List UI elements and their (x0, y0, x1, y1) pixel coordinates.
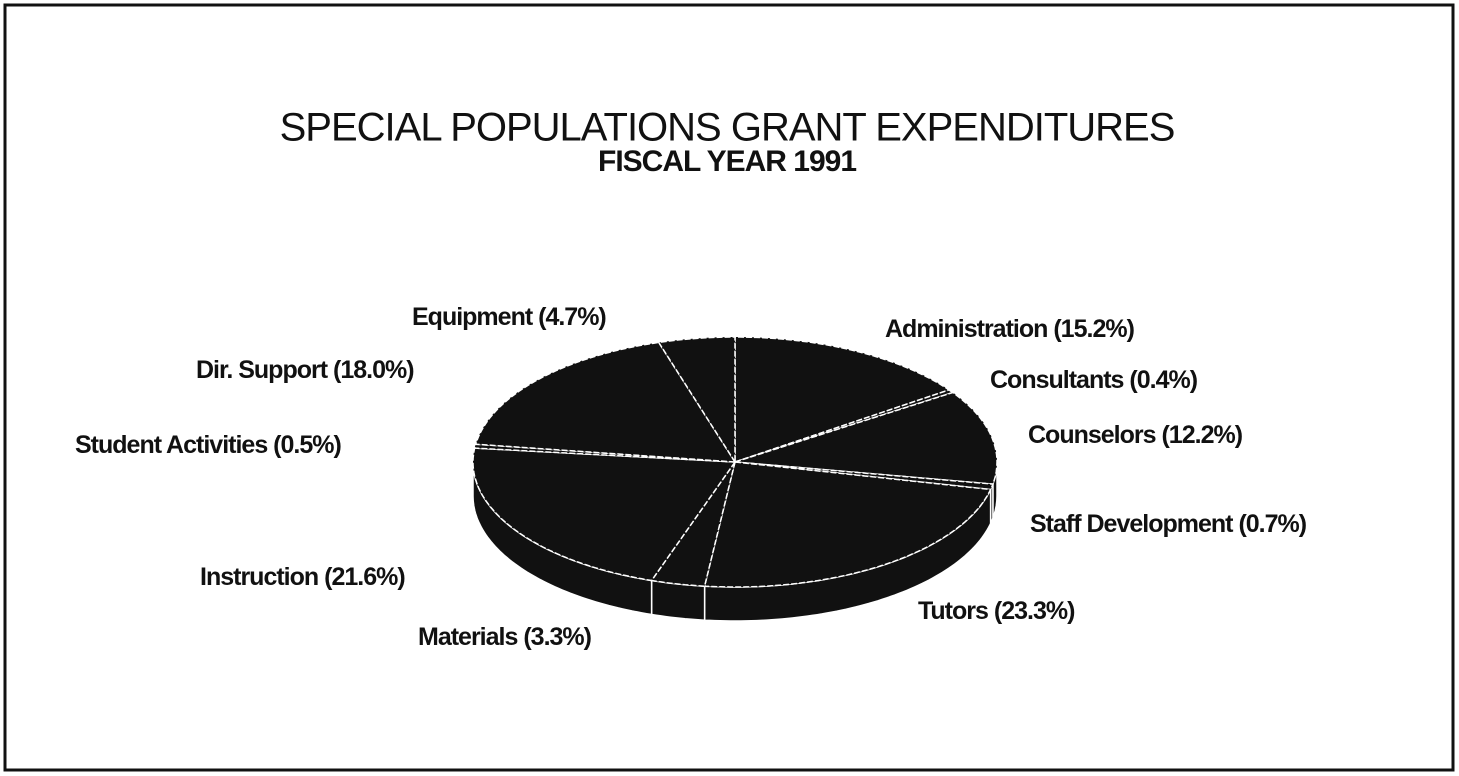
slice-category: Consultants (990, 366, 1124, 394)
slice-value-label: (21.6%) (324, 563, 405, 591)
slice-value-label: (4.7%) (538, 303, 606, 331)
pie-slice (472, 447, 737, 582)
slice-value-label: (15.2%) (1053, 315, 1134, 343)
pie-slice (657, 336, 736, 465)
slice-category: Staff Development (1030, 510, 1234, 538)
chart-title: SPECIAL POPULATIONS GRANT EXPENDITURES (280, 106, 1175, 150)
slice-label: Staff Development (0.7%) (1030, 510, 1307, 538)
pie-slice (474, 341, 737, 463)
slice-category: Tutors (918, 597, 988, 625)
slice-category: Administration (885, 315, 1047, 343)
pie-slice (734, 391, 998, 485)
slice-value-label: (18.0%) (333, 356, 414, 384)
pie-slice (703, 461, 992, 588)
slice-label: Tutors (23.3%) (918, 597, 1075, 625)
slice-value-label: (0.7%) (1238, 510, 1306, 538)
slice-label: Dir. Support (18.0%) (196, 356, 414, 384)
slice-value-label: (0.4%) (1129, 366, 1197, 394)
slice-label: Instruction (21.6%) (200, 563, 405, 591)
slice-category: Materials (418, 623, 517, 651)
slice-value-label: (12.2%) (1161, 421, 1242, 449)
pie-slice (650, 461, 736, 587)
slice-label: Materials (3.3%) (418, 623, 592, 651)
slice-category: Counselors (1028, 421, 1156, 449)
slice-category: Instruction (200, 563, 318, 591)
slice-value-label: (0.5%) (273, 431, 341, 459)
slice-category: Equipment (412, 303, 534, 331)
pie-slice-side (650, 579, 706, 621)
slice-value-label: (3.3%) (523, 623, 591, 651)
slice-label: Equipment (4.7%) (412, 303, 606, 331)
slice-category: Dir. Support (196, 356, 329, 384)
slice-label: Consultants (0.4%) (990, 366, 1198, 394)
slice-label: Student Activities (0.5%) (75, 431, 341, 459)
slice-label: Administration (15.2%) (885, 315, 1135, 343)
frame (3, 3, 1455, 772)
slice-label: Counselors (12.2%) (1028, 421, 1243, 449)
slice-category: Student Activities (75, 431, 267, 459)
pie-slice (734, 336, 951, 464)
slice-value-label: (23.3%) (994, 597, 1075, 625)
chart-subtitle: FISCAL YEAR 1991 (598, 145, 856, 178)
